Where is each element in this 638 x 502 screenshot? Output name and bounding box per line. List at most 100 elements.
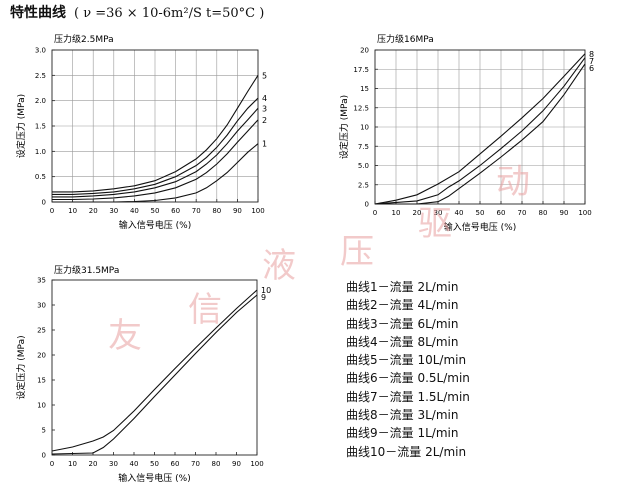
- x-tick-label: 100: [578, 209, 591, 217]
- x-tick-label: 10: [68, 207, 77, 215]
- y-tick-label: 30: [37, 302, 46, 310]
- x-tick-label: 100: [251, 207, 264, 215]
- y-tick-label: 0: [365, 201, 369, 209]
- series-label: 2: [262, 116, 267, 125]
- y-tick-label: 5.0: [358, 162, 369, 170]
- series-line-2: [52, 119, 259, 201]
- watermark-char: 动: [496, 162, 530, 202]
- chart-title: 压力级2.5MPa: [54, 33, 114, 45]
- chart-title: 特性曲线: [10, 5, 66, 21]
- x-tick-label: 70: [518, 209, 527, 217]
- legend-item: 曲线6－流量 0.5L/min: [346, 371, 470, 386]
- x-tick-label: 30: [434, 209, 443, 217]
- series-line-4: [52, 97, 259, 195]
- x-tick-label: 80: [212, 207, 221, 215]
- test-condition: ( ν =36 × 10-6m²/S t=50°C ): [74, 6, 265, 21]
- watermark-char: 信: [188, 290, 222, 330]
- x-tick-label: 20: [89, 207, 98, 215]
- chart-16mpa: 压力级16MPa 0 10 20 30 40 50 60 70 80 90 100 0 2.5 5.0 7.5…: [338, 33, 594, 233]
- y-tick-label: 1.0: [35, 148, 46, 156]
- x-tick-label: 30: [109, 460, 118, 468]
- x-tick-label: 90: [233, 207, 242, 215]
- x-tick-label: 20: [89, 460, 98, 468]
- y-tick-label: 20: [37, 352, 46, 360]
- x-tick-label: 60: [497, 209, 506, 217]
- watermark-char: 压: [340, 232, 374, 272]
- y-tick-label: 5: [42, 427, 46, 435]
- y-tick-label: 0: [42, 199, 46, 207]
- x-tick-label: 80: [539, 209, 548, 217]
- x-tick-label: 0: [373, 209, 377, 217]
- y-tick-label: 2.0: [35, 97, 46, 105]
- x-tick-label: 50: [476, 209, 485, 217]
- x-tick-label: 90: [560, 209, 569, 217]
- series-label: 8: [589, 50, 594, 59]
- series-label: 10: [261, 286, 271, 295]
- header: 特性曲线 ( ν =36 × 10-6m²/S t=50°C ): [10, 2, 264, 22]
- y-tick-label: 12.5: [353, 104, 369, 112]
- series-label: 3: [262, 104, 267, 113]
- series-line-8: [374, 53, 586, 205]
- chart-31-5mpa: 压力级31.5MPa 0 10 20 30 40 50 60 70 80 90 100 0 5 10 15 20…: [15, 264, 271, 484]
- x-tick-label: 90: [232, 460, 241, 468]
- y-tick-label: 15: [37, 377, 46, 385]
- y-axis-label: 设定压力 (MPa): [15, 94, 27, 158]
- x-tick-label: 40: [130, 460, 139, 468]
- series-label: 4: [262, 94, 267, 103]
- x-tick-label: 100: [250, 460, 263, 468]
- chart-title: 压力级31.5MPa: [54, 264, 119, 276]
- series-label: 5: [262, 71, 267, 80]
- chart-2-5mpa: 压力级2.5MPa 0 10 20 30 40 50 60 70 80 90 100 0 0.5 1.0 1.…: [15, 33, 267, 231]
- x-tick-label: 30: [109, 207, 118, 215]
- legend-item: 曲线7－流量 1.5L/min: [346, 389, 470, 404]
- series-line-7: [374, 57, 586, 205]
- legend-item: 曲线8－流量 3L/min: [346, 408, 459, 423]
- legend-item: 曲线2－流量 4L/min: [346, 298, 459, 313]
- legend-item: 曲线10－流量 2L/min: [346, 444, 467, 459]
- y-tick-label: 20: [360, 47, 369, 55]
- series-line-1: [52, 143, 259, 203]
- y-tick-label: 15: [360, 85, 369, 93]
- x-tick-label: 60: [171, 207, 180, 215]
- series-label: 7: [589, 57, 594, 66]
- watermark-char: 液: [262, 246, 296, 286]
- legend-item: 曲线1－流量 2L/min: [346, 280, 459, 294]
- y-tick-label: 1.5: [35, 123, 46, 131]
- plot-frame: [51, 279, 258, 456]
- y-tick-label: 0.5: [35, 173, 46, 181]
- series-line-10: [51, 289, 258, 452]
- y-tick-label: 3.0: [35, 47, 46, 55]
- x-tick-label: 20: [413, 209, 422, 217]
- x-tick-label: 0: [50, 207, 54, 215]
- x-tick-label: 70: [192, 207, 201, 215]
- series-label: 6: [589, 64, 594, 73]
- x-tick-label: 40: [130, 207, 139, 215]
- y-axis-label: 设定压力 (MPa): [338, 95, 350, 159]
- y-tick-label: 25: [37, 327, 46, 335]
- legend-item: 曲线9－流量 1L/min: [346, 426, 459, 441]
- y-tick-label: 7.5: [358, 143, 369, 151]
- series-line-5: [52, 75, 259, 193]
- curve-legend: 曲线1－流量 2L/min 曲线2－流量 4L/min 曲线3－流量 6L/mi…: [346, 278, 470, 461]
- y-tick-label: 35: [37, 277, 46, 285]
- y-tick-label: 17.5: [353, 66, 369, 74]
- legend-item: 曲线3－流量 6L/min: [346, 316, 459, 331]
- x-tick-label: 0: [50, 460, 54, 468]
- x-axis-label: 输入信号电压 (%): [444, 221, 516, 233]
- x-tick-label: 10: [392, 209, 401, 217]
- x-tick-label: 10: [68, 460, 77, 468]
- y-tick-label: 0: [42, 452, 46, 460]
- x-tick-label: 40: [455, 209, 464, 217]
- series-line-9: [51, 294, 258, 455]
- x-tick-label: 70: [191, 460, 200, 468]
- y-tick-label: 2.5: [358, 181, 369, 189]
- legend-item: 曲线4－流量 8L/min: [346, 334, 459, 349]
- watermark-char: 驱: [418, 204, 452, 244]
- x-tick-label: 50: [150, 460, 159, 468]
- series-label: 9: [261, 293, 266, 302]
- legend-item: 曲线5－流量 10L/min: [346, 353, 467, 368]
- y-tick-label: 10: [360, 124, 369, 132]
- chart-title: 压力级16MPa: [377, 33, 434, 45]
- series-line-3: [52, 107, 259, 198]
- series-label: 1: [262, 140, 267, 149]
